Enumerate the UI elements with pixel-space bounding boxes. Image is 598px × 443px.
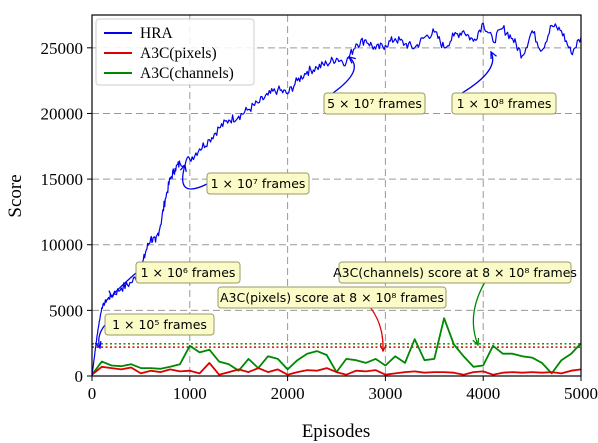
y-tick-label: 0: [75, 367, 84, 386]
y-tick-label: 20000: [41, 104, 84, 123]
annotation-apix: A3C(pixels) score at 8 × 10⁸ frames: [217, 286, 447, 353]
annotation-text: A3C(pixels) score at 8 × 10⁸ frames: [220, 290, 444, 305]
legend-label: HRA: [140, 25, 174, 42]
x-tick-label: 1000: [173, 384, 207, 403]
annotation-arrowhead: [347, 56, 356, 64]
ticks: 0 1000 2000 3000 4000 5000 0 5000 10000 15000 2000…: [41, 39, 598, 403]
annotation-a1e7: 1 × 10⁷ frames: [179, 163, 310, 195]
annotation-box: [323, 92, 426, 115]
legend-box: [95, 18, 255, 86]
y-tick-label: 10000: [41, 236, 84, 255]
annotation-arrowhead: [108, 290, 116, 299]
annotation-text: 5 × 10⁷ frames: [327, 96, 422, 111]
annotation-arrow: [98, 324, 106, 349]
annotation-arrowhead: [179, 163, 187, 173]
annotation-box: [217, 286, 447, 309]
annotation-a5e7: 5 × 10⁷ frames: [323, 56, 426, 115]
annotation-text: 1 × 10⁷ frames: [211, 176, 306, 191]
annotations: 1 × 10⁵ frames 1 × 10⁶ frames 1 × 10⁷ fram…: [94, 50, 577, 353]
annotation-arrow: [461, 51, 494, 94]
annotation-text: 1 × 10⁶ frames: [141, 265, 236, 280]
annotation-text: 1 × 10⁵ frames: [112, 317, 207, 332]
annotation-text: 1 × 10⁸ frames: [457, 96, 552, 111]
x-tick-label: 5000: [564, 384, 598, 403]
annotation-box: [135, 261, 241, 284]
x-tick-label: 3000: [368, 384, 402, 403]
x-axis-title: Episodes: [302, 421, 371, 442]
x-tick-label: 4000: [466, 384, 500, 403]
series-group: [92, 22, 581, 376]
annotation-arrowhead: [94, 340, 102, 350]
y-tick-label: 25000: [41, 39, 84, 58]
annotation-achan: A3C(channels) score at 8 × 10⁸ frames: [333, 261, 577, 347]
annotation-a1e6: 1 × 10⁶ frames: [108, 261, 241, 299]
series-line-a3c-pixels-: [92, 362, 581, 376]
annotation-arrow: [332, 56, 355, 94]
series-line-hra: [92, 22, 581, 376]
annotation-box: [104, 313, 215, 336]
annotation-arrow: [369, 306, 384, 352]
reference-lines: [92, 343, 581, 348]
annotation-arrowhead: [472, 337, 480, 347]
annotation-box: [206, 172, 310, 195]
annotation-arrowhead: [379, 344, 387, 353]
plot-frame: [91, 14, 582, 377]
x-tick-label: 2000: [271, 384, 305, 403]
x-tick-label: 0: [88, 384, 97, 403]
legend-label: A3C(channels): [140, 65, 234, 82]
annotation-a1e5: 1 × 10⁵ frames: [94, 313, 215, 350]
y-tick-label: 15000: [41, 170, 84, 189]
annotation-arrow: [472, 281, 486, 346]
annotation-arrow: [181, 164, 208, 190]
legend: HRA A3C(pixels) A3C(channels): [95, 18, 255, 86]
legend-label: A3C(pixels): [140, 45, 217, 62]
annotation-box: [338, 261, 572, 284]
annotation-arrowhead: [490, 50, 497, 60]
annotation-box: [451, 92, 557, 115]
annotation-a1e8: 1 × 10⁸ frames: [451, 50, 557, 115]
annotation-text: A3C(channels) score at 8 × 10⁸ frames: [333, 265, 577, 280]
y-axis-title: Score: [5, 174, 26, 217]
y-tick-label: 5000: [49, 301, 83, 320]
